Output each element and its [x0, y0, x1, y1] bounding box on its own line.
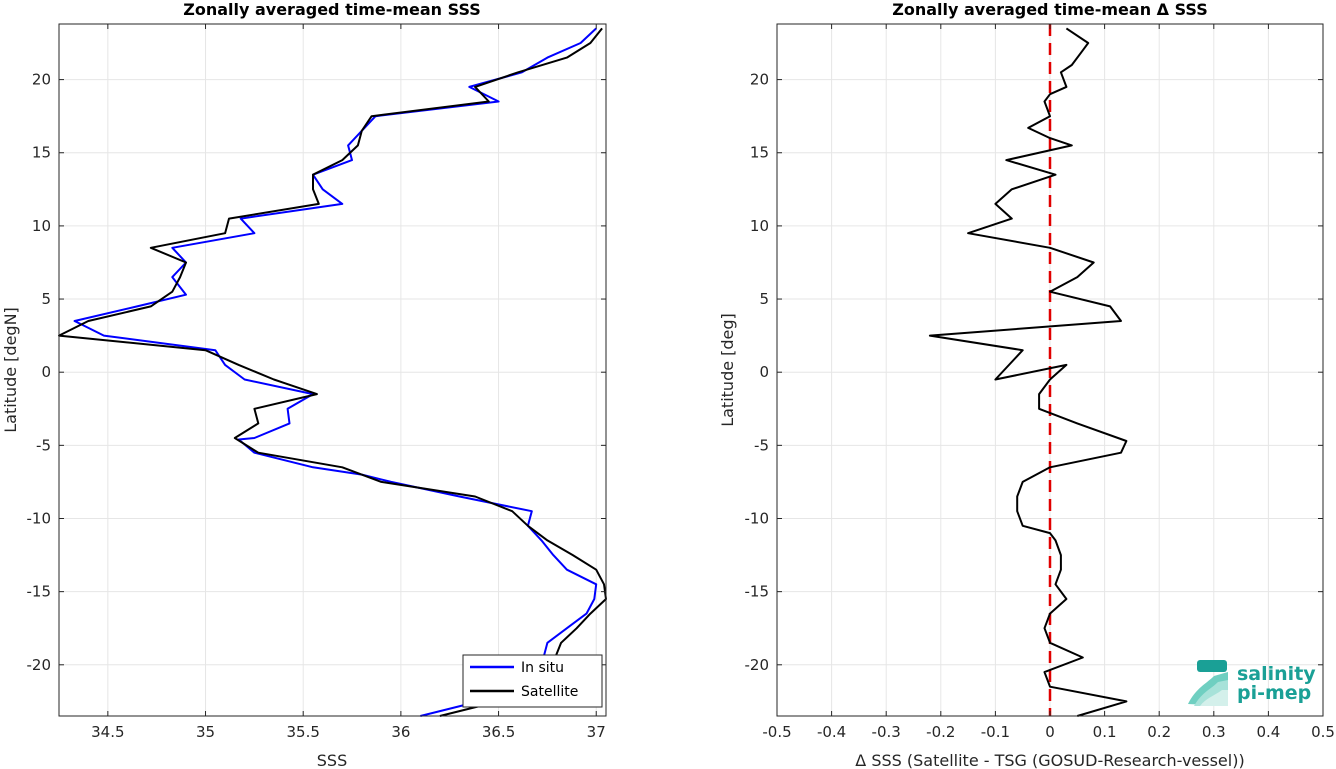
legend-box: [462, 654, 603, 708]
logo-waves-icon: [1188, 660, 1228, 706]
left-y-tick-label: 5: [41, 290, 51, 308]
right-chart-title: Zonally averaged time-mean Δ SSS: [892, 0, 1208, 19]
right-x-tick-label: 0.2: [1147, 723, 1171, 741]
right-x-tick-label: 0: [1045, 723, 1055, 741]
left-ticks: 34.5 35 35.5 36 36.5 37 -20 -15 -10 -5 0 5 10 15 20: [27, 24, 606, 741]
left-x-tick-label: 37: [587, 723, 606, 741]
right-x-axis-label: Δ SSS (Satellite - TSG (GOSUD-Research-v…: [855, 751, 1244, 769]
right-ticks: -0.5 -0.4 -0.3 -0.2 -0.1 0 0.1 0.2 0.3 0.4 0.5 -20 -…: [745, 24, 1335, 741]
left-series-line-in-situ: [73, 27, 598, 717]
right-series-line-delta: [928, 27, 1128, 717]
left-x-tick-label: 34.5: [91, 723, 124, 741]
right-y-tick-label: 10: [750, 217, 769, 235]
left-series: [58, 27, 607, 717]
left-y-tick-label: -15: [27, 583, 52, 601]
legend-label-in-situ: In situ: [521, 660, 564, 676]
left-y-tick-label: 10: [32, 217, 51, 235]
left-y-axis-label: Latitude [degN]: [1, 307, 20, 433]
right-x-tick-label: -0.4: [817, 723, 846, 741]
left-y-tick-label: 0: [41, 363, 51, 381]
left-grid: [59, 24, 606, 716]
right-series: [928, 27, 1128, 717]
sss-profile-panel: 34.5 35 35.5 36 36.5 37 -20 -15 -10 -5 0 5 10 15 20 Zo…: [1, 0, 607, 769]
right-x-tick-label: 0.1: [1093, 723, 1117, 741]
left-chart-title: Zonally averaged time-mean SSS: [183, 0, 481, 19]
left-x-tick-label: 35.5: [286, 723, 319, 741]
right-y-tick-label: -15: [745, 583, 770, 601]
left-y-tick-label: -10: [27, 509, 52, 527]
left-axes-box: [58, 23, 607, 717]
right-x-tick-label: 0.4: [1256, 723, 1280, 741]
right-y-tick-label: 20: [750, 71, 769, 89]
left-x-axis-label: SSS: [317, 751, 347, 769]
right-x-tick-label: -0.5: [762, 723, 791, 741]
right-x-tick-label: -0.2: [926, 723, 955, 741]
legend: In situ Satellite: [462, 654, 603, 708]
right-y-tick-label: -10: [745, 509, 770, 527]
logo-text-pi-mep: pi-mep: [1237, 682, 1311, 704]
left-plot-area: [59, 24, 606, 716]
right-x-tick-label: 0.3: [1202, 723, 1226, 741]
right-x-tick-label: -0.3: [872, 723, 901, 741]
right-y-tick-label: -20: [745, 656, 770, 674]
left-x-tick-label: 36.5: [482, 723, 515, 741]
delta-sss-panel: -0.5 -0.4 -0.3 -0.2 -0.1 0 0.1 0.2 0.3 0.4 0.5 -20 -…: [718, 0, 1335, 769]
right-y-tick-label: 5: [759, 290, 769, 308]
right-y-tick-label: 15: [750, 144, 769, 162]
legend-label-satellite: Satellite: [521, 684, 578, 700]
right-x-tick-label: 0.5: [1311, 723, 1335, 741]
left-x-tick-label: 35: [196, 723, 215, 741]
left-x-tick-label: 36: [391, 723, 410, 741]
left-y-tick-label: 15: [32, 144, 51, 162]
right-y-tick-label: 0: [759, 363, 769, 381]
logo-text-salinity: salinity: [1237, 663, 1316, 685]
right-y-axis-label: Latitude [deg]: [718, 313, 737, 427]
right-y-tick-label: -5: [754, 436, 769, 454]
salinity-pi-mep-logo: salinity pi-mep: [1188, 660, 1316, 706]
left-y-tick-label: 20: [32, 71, 51, 89]
right-x-tick-label: -0.1: [981, 723, 1010, 741]
left-y-tick-label: -5: [36, 436, 51, 454]
left-y-tick-label: -20: [27, 656, 52, 674]
left-series-line-satellite: [58, 27, 607, 717]
